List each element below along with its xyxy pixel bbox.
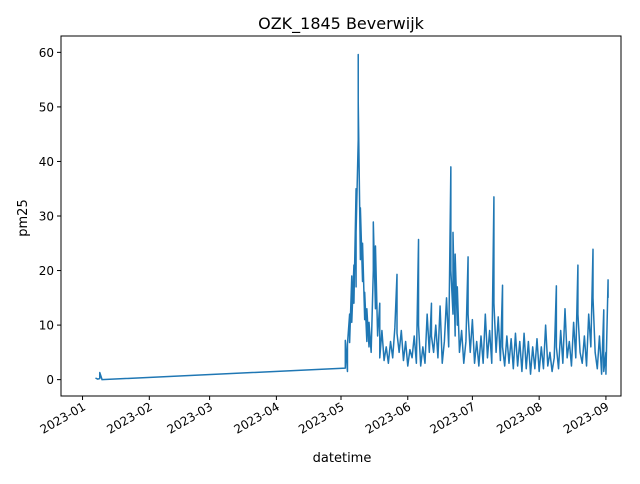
y-tick-label: 20 [39,264,54,278]
x-tick-label: 2023-02 [104,399,154,436]
y-tick-label: 60 [39,46,54,60]
y-tick-label: 0 [46,373,54,387]
x-tick-label: 2023-01 [38,399,88,436]
y-tick-label: 10 [39,319,54,333]
x-tick-label: 2023-04 [231,399,281,436]
y-tick-label: 30 [39,210,54,224]
series-line [95,53,609,381]
y-axis-label: pm25 [16,199,31,236]
x-tick-label: 2023-08 [494,399,544,436]
x-tick-label: 2023-05 [296,399,346,436]
plot-area-frame [60,35,622,397]
y-tick-label: 50 [39,100,54,114]
chart-title: OZK_1845 Beverwijk [258,14,425,34]
x-axis-label: datetime [313,451,372,466]
x-tick-label: 2023-07 [427,399,477,436]
x-tick-label: 2023-06 [363,399,413,436]
x-tick-label: 2023-09 [561,399,611,436]
x-tick-label: 2023-03 [165,399,215,436]
y-tick-label: 40 [39,155,54,169]
